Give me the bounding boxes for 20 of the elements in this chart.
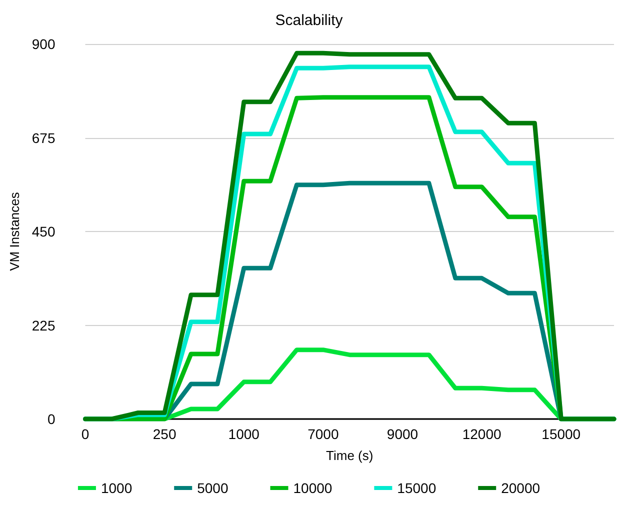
y-tick-label: 900 [32,36,56,52]
x-tick-label: 9000 [386,426,418,442]
legend-label: 1000 [100,480,132,496]
legend-label: 5000 [197,480,228,496]
x-tick-label: 1000 [228,426,260,442]
x-tick-label: 0 [81,426,90,442]
x-axis-title: Time (s) [326,448,374,463]
y-tick-label: 450 [32,224,56,240]
x-tick-label: 15000 [542,426,581,442]
y-tick-label: 675 [32,130,56,146]
x-tick-label: 250 [152,426,176,442]
x-tick-label: 7000 [308,426,339,442]
y-tick-label: 225 [32,317,56,334]
y-axis-title: VM Instances [7,192,22,271]
y-tick-label: 0 [47,411,56,427]
x-tick-label: 12000 [462,426,502,442]
legend-label: 10000 [293,480,332,496]
legend-label: 20000 [501,480,540,496]
chart-title: Scalability [275,12,344,29]
legend-label: 15000 [397,480,436,496]
